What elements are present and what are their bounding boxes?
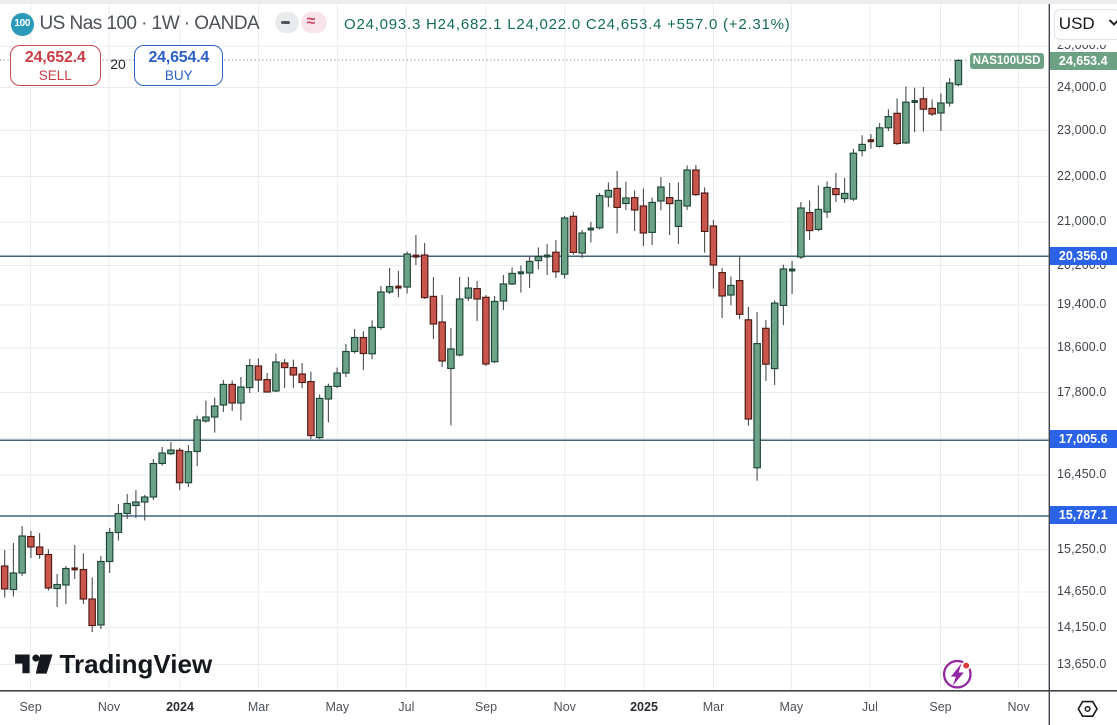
svg-text:TradingView: TradingView [60, 649, 213, 679]
